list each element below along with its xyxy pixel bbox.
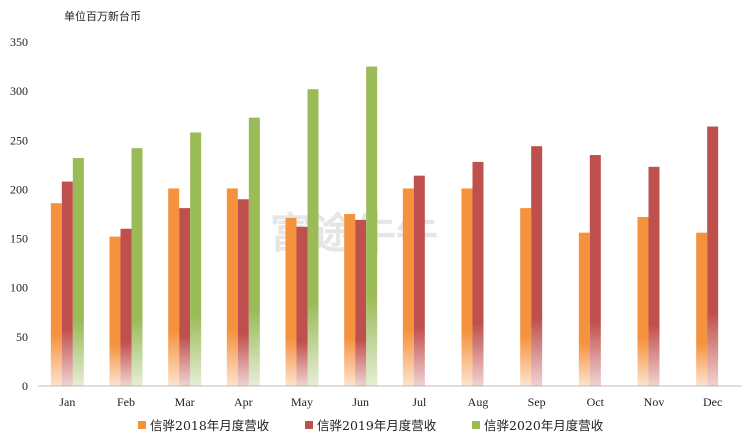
x-tick-label: May bbox=[291, 395, 313, 409]
y-axis: 0 50 100 150 200 250 300 350 bbox=[10, 35, 28, 393]
x-tick-label: Apr bbox=[234, 395, 253, 409]
y-tick-label: 250 bbox=[10, 133, 28, 147]
bar-1-nov bbox=[637, 216, 649, 386]
legend-label: 信骅2019年月度营收 bbox=[317, 418, 437, 433]
bar-1-may bbox=[285, 217, 297, 386]
bar-2-oct bbox=[589, 155, 601, 386]
bar-1-mar bbox=[168, 188, 180, 386]
legend: 信骅2018年月度营收 信骅2019年月度营收 信骅2020年月度营收 bbox=[138, 418, 604, 433]
bar-2-sep bbox=[531, 146, 543, 386]
legend-swatch bbox=[305, 421, 313, 429]
bar-1-sep bbox=[520, 208, 532, 386]
bar-2-mar bbox=[179, 208, 191, 386]
legend-swatch bbox=[138, 421, 146, 429]
bar-2-jul bbox=[413, 175, 425, 386]
legend-label: 信骅2018年月度营收 bbox=[150, 418, 270, 433]
bar-1-jan bbox=[50, 203, 62, 386]
bar-1-oct bbox=[578, 232, 590, 386]
y-tick-label: 150 bbox=[10, 232, 28, 246]
x-tick-label: Sep bbox=[528, 395, 546, 409]
y-tick-label: 200 bbox=[10, 182, 28, 196]
y-tick-label: 300 bbox=[10, 84, 28, 98]
x-tick-label: Oct bbox=[587, 395, 605, 409]
bar-2-may bbox=[296, 226, 308, 386]
x-tick-label: Jun bbox=[352, 395, 369, 409]
bar-3-apr bbox=[248, 117, 260, 387]
bar-3-jan bbox=[72, 157, 84, 386]
y-tick-label: 350 bbox=[10, 35, 28, 49]
legend-label: 信骅2020年月度营收 bbox=[484, 418, 604, 433]
bar-3-may bbox=[307, 89, 319, 387]
y-tick-label: 0 bbox=[22, 379, 28, 393]
bar-3-jun bbox=[366, 66, 378, 387]
bar-2-apr bbox=[237, 199, 249, 386]
bar-1-jul bbox=[402, 188, 414, 386]
bar-1-jun bbox=[344, 214, 356, 386]
y-tick-label: 50 bbox=[16, 330, 28, 344]
x-tick-label: Aug bbox=[468, 395, 489, 409]
x-tick-label: Dec bbox=[703, 395, 722, 409]
bar-1-apr bbox=[226, 188, 238, 386]
legend-swatch bbox=[472, 421, 480, 429]
bar-2-jun bbox=[355, 219, 367, 386]
bar-2-feb bbox=[120, 228, 132, 386]
x-tick-label: Jul bbox=[412, 395, 427, 409]
bar-1-aug bbox=[461, 188, 473, 386]
bar-2-aug bbox=[472, 161, 484, 386]
x-axis: Jan Feb Mar Apr May Jun Jul Aug Sep Oct Nov Dec bbox=[59, 395, 722, 409]
bar-3-feb bbox=[131, 148, 143, 386]
x-tick-label: Mar bbox=[175, 395, 195, 409]
bar-2-dec bbox=[707, 126, 719, 387]
bar-3-mar bbox=[190, 132, 202, 386]
y-tick-label: 100 bbox=[10, 281, 28, 295]
bar-2-nov bbox=[648, 166, 660, 386]
bar-1-feb bbox=[109, 236, 121, 386]
unit-label: 单位百万新台币 bbox=[64, 9, 141, 23]
x-tick-label: Jan bbox=[59, 395, 75, 409]
bar-1-dec bbox=[696, 232, 708, 386]
bar-2-jan bbox=[61, 181, 73, 386]
x-tick-label: Feb bbox=[117, 395, 135, 409]
x-tick-label: Nov bbox=[644, 395, 665, 409]
bars-group bbox=[50, 66, 719, 387]
